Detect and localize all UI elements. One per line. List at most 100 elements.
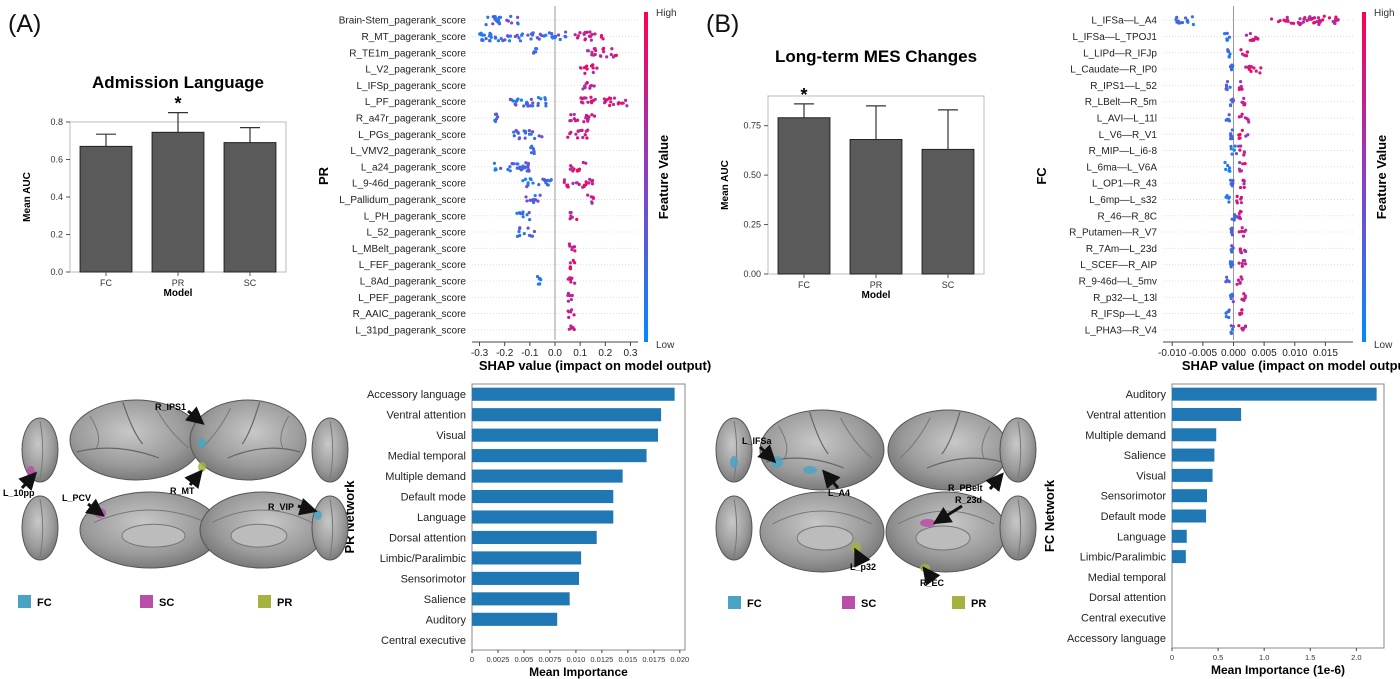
shap-point <box>573 281 577 285</box>
shap-point <box>1317 21 1321 25</box>
shap-point <box>510 21 514 25</box>
shap-point <box>1238 247 1242 251</box>
shap-point <box>1240 311 1244 315</box>
bar-fc <box>777 117 831 275</box>
shap-point <box>1242 151 1246 155</box>
shap-point <box>531 197 536 202</box>
shap-point <box>1322 14 1326 18</box>
shap-point <box>1226 117 1230 121</box>
shap-point <box>1321 18 1325 22</box>
shap-point <box>531 101 535 105</box>
brain-sulcus <box>981 425 991 459</box>
shap-point <box>591 70 595 75</box>
shap-point <box>569 280 573 284</box>
feature-label: R_p32—L_13l <box>1093 293 1157 304</box>
shap-point <box>1232 218 1236 222</box>
x-tick-label: 0.000 <box>1221 348 1246 359</box>
shap-point <box>1244 33 1249 37</box>
shap-point <box>586 100 590 104</box>
shap-point <box>1244 228 1248 232</box>
shap-point <box>1239 84 1243 89</box>
shap-point <box>1237 324 1241 328</box>
network-label: Medial temporal <box>1088 572 1166 584</box>
shap-point <box>1242 298 1246 302</box>
shap-point <box>585 67 589 71</box>
x-tick-label: 0.015 <box>1313 348 1338 359</box>
shap-point <box>1240 52 1245 56</box>
x-tick-label: FC <box>100 278 112 288</box>
shap-point <box>578 31 582 35</box>
brain-sulcus <box>93 509 207 523</box>
shap-point <box>582 183 587 187</box>
shap-point <box>499 166 503 170</box>
network-label: Dorsal attention <box>1089 592 1166 604</box>
brain-surface <box>759 409 885 491</box>
brain-sulcus <box>778 425 788 459</box>
feature-label: R_AAIC_pagerank_score <box>353 309 467 320</box>
shap-point <box>544 101 548 106</box>
shap-point <box>1226 38 1230 42</box>
shap-point <box>540 135 544 139</box>
shap-point <box>538 32 542 36</box>
shap-point <box>524 161 528 165</box>
brain-sulcus <box>76 447 160 459</box>
shap-point <box>573 261 577 265</box>
region-l-ifsa-front <box>730 456 738 468</box>
shap-point <box>588 84 592 88</box>
shap-point <box>567 242 572 246</box>
shap-point <box>1231 262 1235 267</box>
shap-point <box>1243 116 1247 120</box>
shap-point <box>1269 17 1274 21</box>
network-label: Default mode <box>401 492 466 504</box>
shap-point <box>611 102 616 107</box>
shap-point <box>1233 215 1237 219</box>
shap-point <box>1298 17 1302 21</box>
shap-point <box>544 33 548 37</box>
shap-point <box>535 47 539 51</box>
shap-point <box>1240 264 1244 268</box>
shap-point <box>532 50 536 54</box>
importance-bar <box>472 571 580 585</box>
network-label: Medial temporal <box>388 451 466 463</box>
l-a4-arrow <box>822 469 841 489</box>
brain-sulcus <box>809 411 829 455</box>
shap-point <box>524 195 528 199</box>
x-tick-label: 0.0075 <box>538 655 561 664</box>
shap-point <box>1247 64 1251 68</box>
shap-point <box>1228 85 1232 89</box>
shap-point <box>526 33 530 37</box>
network-label: Default mode <box>1101 511 1166 523</box>
shap-point <box>1239 114 1243 118</box>
shap-y-axis-title: PR <box>316 166 331 185</box>
brain-sulcus <box>1017 421 1022 479</box>
legend-label-pr: PR <box>277 597 292 609</box>
shap-point <box>1230 152 1234 156</box>
shap-point <box>525 213 529 217</box>
shap-point <box>1227 200 1231 204</box>
shap-point <box>528 198 532 202</box>
shap-point <box>1224 314 1228 319</box>
colorbar <box>1362 12 1366 342</box>
network-label: Dorsal attention <box>389 532 466 544</box>
feature-label: L_6mp—L_s32 <box>1089 195 1157 206</box>
shap-point <box>1252 66 1256 70</box>
shap-point <box>508 165 512 169</box>
shap-point <box>517 227 522 231</box>
shap-point <box>1231 246 1235 250</box>
shap-point <box>591 66 595 70</box>
shap-point <box>547 31 551 35</box>
x-tick-label: 0 <box>470 655 474 664</box>
shap-point <box>587 115 591 119</box>
shap-point <box>1229 248 1233 252</box>
shap-point <box>522 129 526 133</box>
feature-label: R_MIP—L_i6-8 <box>1089 146 1158 157</box>
shap-point <box>568 266 572 270</box>
shap-point <box>482 33 486 37</box>
feature-label: R_a47r_pagerank_score <box>356 113 467 124</box>
shap-point <box>583 133 587 137</box>
shap-point <box>562 178 567 182</box>
legend-label-fc: FC <box>747 598 762 610</box>
x-tick-label: -0.1 <box>521 348 539 359</box>
r-mt-arrow <box>184 469 203 489</box>
